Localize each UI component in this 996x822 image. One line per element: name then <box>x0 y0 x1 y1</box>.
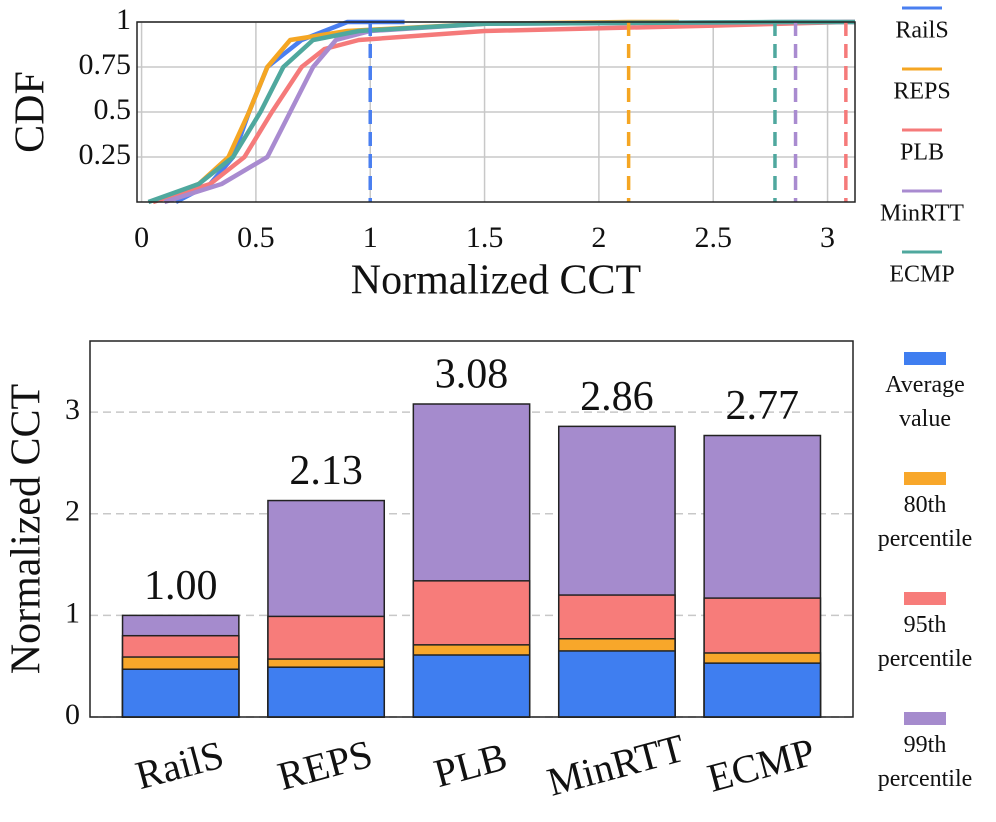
y-tick-label: 0.25 <box>79 138 132 171</box>
legend-swatch <box>904 592 946 605</box>
bar-segment <box>557 650 676 718</box>
plot-frame <box>89 340 854 718</box>
legend-label: 99th percentile <box>878 732 973 792</box>
legend-swatch <box>904 712 946 725</box>
y-tick-label: 3 <box>65 393 80 426</box>
x-tick-label: 1.5 <box>466 221 504 254</box>
y-axis-label: Normalized CCT <box>4 384 50 674</box>
legend-label: Average value <box>885 372 965 432</box>
x-tick-label: 1 <box>363 221 378 254</box>
x-tick-label: 3 <box>820 221 835 254</box>
x-tick-label: 2 <box>591 221 606 254</box>
legend-label: MinRTT <box>880 201 964 227</box>
x-tick-label: 0.5 <box>237 221 275 254</box>
legend-label: PLB <box>900 140 944 166</box>
bar-segment <box>267 666 386 718</box>
value-label: 3.08 <box>435 352 509 398</box>
y-axis-label: CDF <box>8 71 54 153</box>
y-tick-label: 2 <box>65 495 80 528</box>
value-label: 1.00 <box>144 563 218 609</box>
bar-segment <box>121 668 240 718</box>
value-label: 2.86 <box>580 374 654 420</box>
legend-swatch <box>904 352 946 365</box>
y-tick-label: 1 <box>116 3 131 36</box>
legend-label: ECMP <box>889 262 954 288</box>
legend-swatch <box>904 472 946 485</box>
y-tick-label: 0.5 <box>94 93 132 126</box>
y-tick-label: 0 <box>65 698 80 731</box>
x-tick-label: 2.5 <box>694 221 732 254</box>
bar-segment <box>703 662 822 718</box>
y-tick-label: 1 <box>65 596 80 629</box>
bar-segment <box>412 654 531 718</box>
x-tick-label: 0 <box>134 221 149 254</box>
legend-label: 80th percentile <box>878 492 973 552</box>
legend-label: 95th percentile <box>878 612 973 672</box>
y-tick-label: 0.75 <box>79 48 132 81</box>
value-label: 2.13 <box>289 448 363 494</box>
legend-label: REPS <box>893 79 950 105</box>
plot-frame <box>136 21 856 203</box>
value-label: 2.77 <box>726 383 800 429</box>
x-axis-label: Normalized CCT <box>351 258 641 304</box>
legend-label: RailS <box>895 18 948 44</box>
